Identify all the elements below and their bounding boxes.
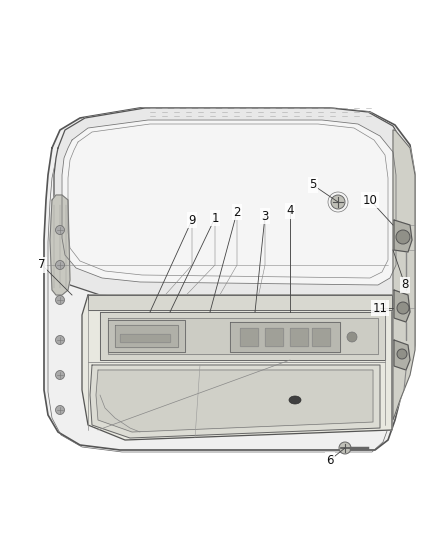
Circle shape xyxy=(339,442,351,454)
Polygon shape xyxy=(230,322,340,352)
Circle shape xyxy=(347,332,357,342)
Text: 11: 11 xyxy=(372,302,388,314)
Polygon shape xyxy=(265,328,283,346)
Polygon shape xyxy=(108,318,378,354)
Circle shape xyxy=(56,261,64,270)
Polygon shape xyxy=(392,130,415,420)
Polygon shape xyxy=(240,328,258,346)
Text: 9: 9 xyxy=(188,214,196,227)
Polygon shape xyxy=(100,312,385,360)
Text: 5: 5 xyxy=(309,179,317,191)
Polygon shape xyxy=(54,108,408,300)
Circle shape xyxy=(331,195,345,209)
Text: 4: 4 xyxy=(286,205,294,217)
Circle shape xyxy=(56,295,64,304)
Text: 7: 7 xyxy=(38,259,46,271)
Polygon shape xyxy=(50,195,70,295)
Polygon shape xyxy=(108,320,185,352)
Polygon shape xyxy=(120,334,170,342)
Polygon shape xyxy=(394,340,410,370)
Polygon shape xyxy=(394,220,412,252)
Circle shape xyxy=(56,335,64,344)
Polygon shape xyxy=(290,328,308,346)
Ellipse shape xyxy=(289,396,301,404)
Text: 10: 10 xyxy=(363,193,378,206)
Circle shape xyxy=(397,349,407,359)
Circle shape xyxy=(396,230,410,244)
Text: 1: 1 xyxy=(211,212,219,224)
Polygon shape xyxy=(96,370,373,432)
Polygon shape xyxy=(44,108,415,450)
Circle shape xyxy=(56,406,64,415)
Polygon shape xyxy=(88,295,392,310)
Polygon shape xyxy=(62,120,396,285)
Text: 6: 6 xyxy=(326,454,334,466)
Polygon shape xyxy=(312,328,330,346)
Polygon shape xyxy=(90,365,380,438)
Text: 8: 8 xyxy=(401,279,409,292)
Polygon shape xyxy=(82,295,392,440)
Text: 3: 3 xyxy=(261,209,268,222)
Polygon shape xyxy=(115,325,178,347)
Circle shape xyxy=(56,370,64,379)
Text: 2: 2 xyxy=(233,206,241,219)
Circle shape xyxy=(397,302,409,314)
Polygon shape xyxy=(394,290,410,322)
Circle shape xyxy=(56,225,64,235)
